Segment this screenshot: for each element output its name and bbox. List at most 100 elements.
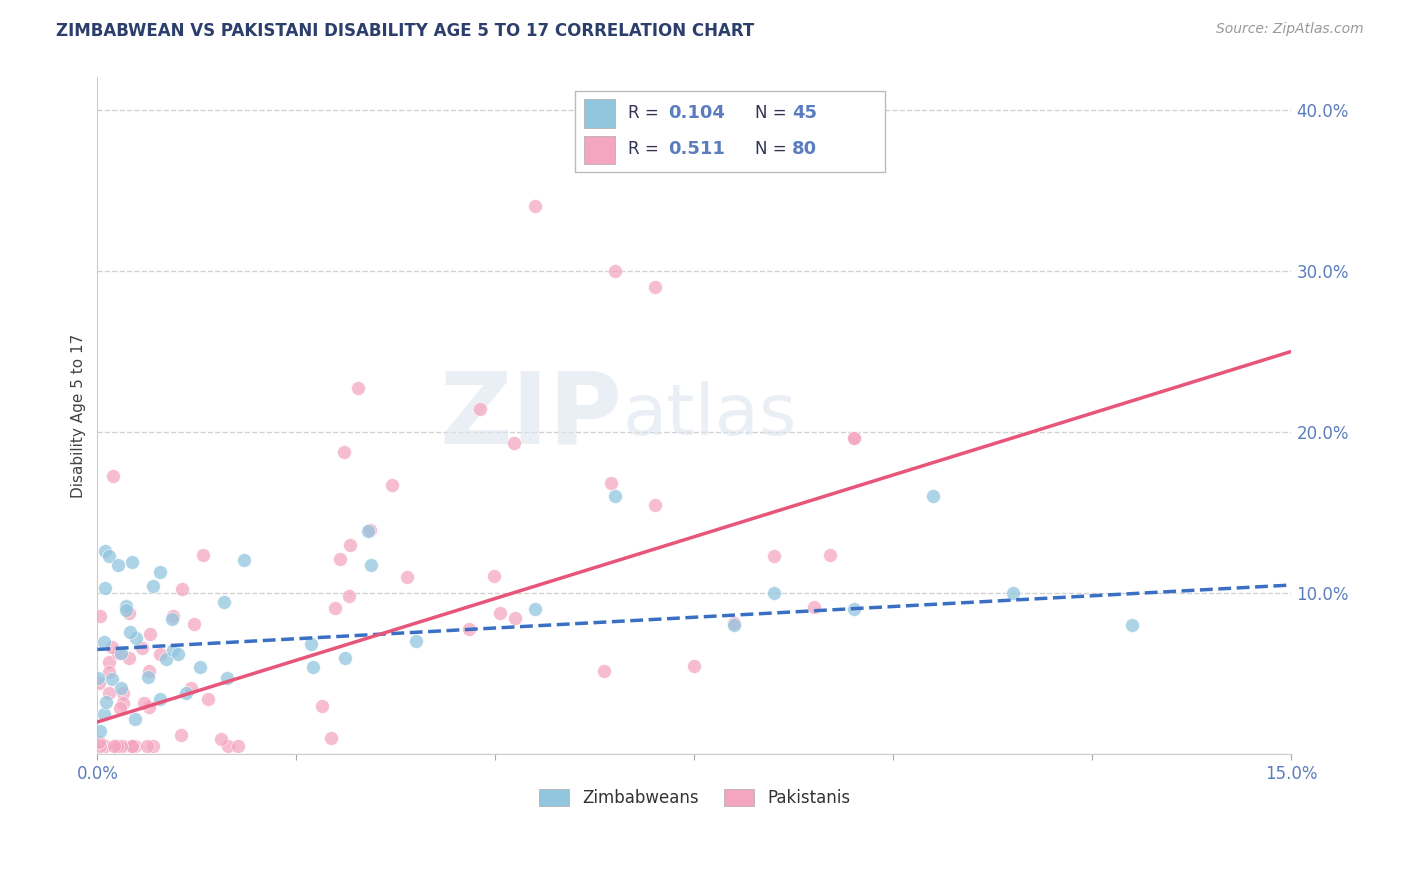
Text: atlas: atlas bbox=[623, 381, 797, 450]
Point bbox=[458, 622, 481, 636]
Point bbox=[323, 601, 346, 615]
Point bbox=[87, 671, 110, 685]
Point bbox=[162, 609, 184, 624]
Point bbox=[180, 681, 202, 696]
Point bbox=[118, 651, 141, 665]
Point bbox=[1121, 618, 1143, 632]
Point bbox=[155, 651, 177, 665]
Point bbox=[470, 402, 492, 417]
Point bbox=[103, 739, 125, 753]
Point bbox=[120, 625, 142, 640]
Point bbox=[118, 607, 141, 621]
Point bbox=[149, 692, 172, 706]
Text: ZIMBABWEAN VS PAKISTANI DISABILITY AGE 5 TO 17 CORRELATION CHART: ZIMBABWEAN VS PAKISTANI DISABILITY AGE 5… bbox=[56, 22, 755, 40]
Point bbox=[110, 681, 132, 695]
Text: Source: ZipAtlas.com: Source: ZipAtlas.com bbox=[1216, 22, 1364, 37]
Point bbox=[226, 739, 249, 753]
Point bbox=[110, 646, 132, 660]
Point bbox=[89, 609, 111, 624]
Point bbox=[763, 586, 786, 600]
Point bbox=[131, 640, 153, 655]
Point bbox=[110, 739, 132, 753]
Point bbox=[93, 707, 115, 722]
Point bbox=[311, 698, 333, 713]
Legend: Zimbabweans, Pakistanis: Zimbabweans, Pakistanis bbox=[531, 782, 856, 814]
Point bbox=[603, 489, 626, 503]
Point bbox=[217, 671, 239, 685]
Text: ZIP: ZIP bbox=[440, 368, 623, 465]
Point bbox=[138, 665, 160, 679]
Point bbox=[139, 627, 162, 641]
Point bbox=[124, 712, 146, 726]
Point bbox=[93, 635, 115, 649]
Point bbox=[600, 476, 623, 491]
Point bbox=[524, 602, 547, 616]
Point bbox=[842, 431, 865, 445]
Point bbox=[503, 436, 526, 450]
Point bbox=[89, 739, 111, 753]
Point bbox=[217, 739, 239, 753]
Point bbox=[357, 524, 380, 538]
Point bbox=[87, 676, 110, 690]
Point bbox=[108, 700, 131, 714]
Point bbox=[162, 642, 184, 657]
Point bbox=[94, 739, 117, 753]
Point bbox=[132, 697, 155, 711]
Point bbox=[142, 579, 165, 593]
Point bbox=[818, 548, 841, 562]
Point bbox=[723, 618, 745, 632]
Point bbox=[108, 739, 131, 753]
Point bbox=[115, 599, 138, 613]
Point bbox=[922, 489, 945, 503]
Point bbox=[112, 697, 135, 711]
Point bbox=[193, 548, 215, 562]
Point bbox=[105, 739, 128, 753]
Point bbox=[121, 555, 143, 569]
Point bbox=[197, 692, 219, 706]
Point bbox=[167, 647, 190, 661]
Point bbox=[124, 739, 146, 753]
Point bbox=[603, 264, 626, 278]
Point bbox=[160, 612, 183, 626]
Point bbox=[212, 595, 235, 609]
Point bbox=[121, 739, 143, 753]
Point bbox=[299, 638, 322, 652]
Point bbox=[644, 499, 666, 513]
Point bbox=[125, 631, 148, 645]
Point bbox=[94, 695, 117, 709]
Point bbox=[135, 739, 157, 753]
Point bbox=[138, 699, 160, 714]
Point bbox=[723, 615, 745, 630]
Point bbox=[98, 549, 121, 564]
Point bbox=[503, 611, 526, 625]
Point bbox=[149, 565, 172, 579]
Point bbox=[89, 724, 111, 739]
Point bbox=[405, 634, 427, 648]
Point bbox=[114, 603, 136, 617]
Point bbox=[136, 670, 159, 684]
Point bbox=[381, 477, 404, 491]
Point bbox=[209, 732, 232, 747]
Point bbox=[803, 600, 825, 615]
Point bbox=[174, 686, 197, 700]
Point bbox=[169, 727, 191, 741]
Point bbox=[172, 582, 194, 596]
Point bbox=[101, 672, 124, 686]
Point bbox=[763, 549, 786, 563]
Point bbox=[683, 658, 706, 673]
Point bbox=[121, 739, 143, 753]
Point bbox=[149, 647, 172, 661]
Point bbox=[329, 552, 352, 566]
Point bbox=[188, 659, 211, 673]
Y-axis label: Disability Age 5 to 17: Disability Age 5 to 17 bbox=[72, 334, 86, 498]
Point bbox=[1001, 586, 1024, 600]
Point bbox=[842, 431, 865, 445]
Point bbox=[842, 602, 865, 616]
Point bbox=[359, 523, 381, 537]
Point bbox=[107, 646, 129, 660]
Point bbox=[396, 569, 419, 583]
Point bbox=[183, 616, 205, 631]
Point bbox=[98, 655, 121, 669]
Point bbox=[332, 444, 354, 458]
Point bbox=[110, 739, 132, 753]
